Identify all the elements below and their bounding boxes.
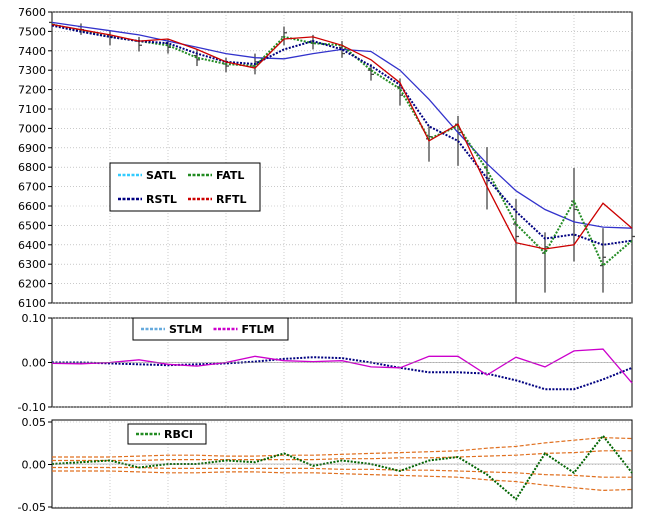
rbci-band-line	[52, 470, 633, 492]
rbci-band-line	[52, 436, 633, 458]
panel-0-ytick-label: 7000	[18, 122, 46, 135]
panel-0-ytick-label: 6400	[18, 239, 46, 252]
panel-2-ytick-label: 0.00	[22, 459, 47, 472]
panel-0-ytick-label: 7300	[18, 64, 46, 77]
panel-0-ytick-label: 7100	[18, 103, 46, 116]
panel-0-ytick-label: 6200	[18, 278, 46, 291]
series-line-rbci	[51, 434, 633, 501]
legend-label-ftlm: FTLM	[242, 323, 275, 336]
panel-0-ytick-label: 6800	[18, 161, 46, 174]
legend-label-rstl: RSTL	[146, 193, 177, 206]
series-line-ftlm	[51, 348, 633, 384]
panel-1-ytick-label: -0.10	[18, 401, 46, 414]
panel-0-ytick-label: 6500	[18, 219, 46, 232]
panel-0-legend-box	[109, 162, 261, 212]
panel-0-ytick-label: 7600	[18, 6, 46, 19]
panel-2-ytick-label: 0.05	[22, 416, 47, 429]
panel-1-legend-box	[132, 317, 289, 341]
panel-0-ytick-label: 6300	[18, 258, 46, 271]
panel-0-ytick-label: 6600	[18, 200, 46, 213]
series-line-satl	[51, 21, 633, 229]
series-line-rstl	[51, 24, 633, 246]
panel-0-ytick-label: 6900	[18, 142, 46, 155]
legend-label-fatl: FATL	[216, 169, 244, 182]
panel-2-ytick-label: -0.05	[18, 501, 46, 513]
series-line-rftl	[51, 23, 633, 250]
panel-1-ytick-label: 0.10	[22, 312, 47, 325]
legend-label-stlm: STLM	[169, 323, 202, 336]
panel-0-ytick-label: 7500	[18, 25, 46, 38]
panel-0-ytick-label: 7200	[18, 84, 46, 97]
panel-0-ytick-label: 6700	[18, 181, 46, 194]
legend-label-satl: SATL	[146, 169, 176, 182]
legend-label-rftl: RFTL	[216, 193, 247, 206]
panel-2-legend-box	[127, 423, 207, 445]
legend-label-rbci: RBCI	[164, 428, 193, 441]
rbci-band-line	[52, 466, 632, 478]
panel-0-ytick-label: 7400	[18, 45, 46, 58]
rbci-band-line	[52, 450, 632, 462]
panel-1-ytick-label: 0.00	[22, 357, 47, 370]
panel-0-ytick-label: 6100	[18, 297, 46, 310]
